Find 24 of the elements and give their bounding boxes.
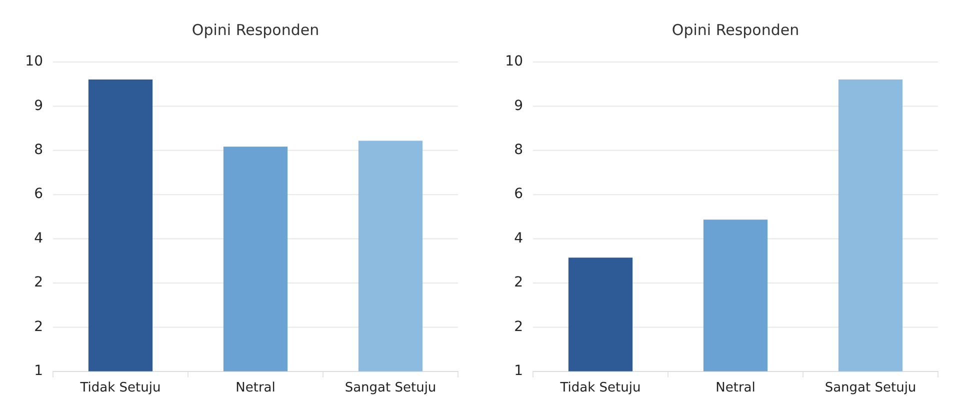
- text: 9: [34, 98, 43, 114]
- text: 1: [34, 363, 43, 380]
- text: 2: [34, 318, 43, 335]
- x-tick-label: Tidak Setuju: [559, 380, 641, 396]
- x-tick-label: Sangat Setuju: [824, 380, 916, 396]
- text: 1: [514, 363, 523, 380]
- text: 2: [514, 318, 523, 335]
- text: 2: [514, 274, 523, 291]
- x-tick-label: Tidak Setuju: [79, 380, 161, 396]
- text: 2: [34, 274, 43, 291]
- chart-title: Opini Responden: [192, 20, 320, 39]
- text: 8: [514, 142, 523, 158]
- chart-title: Opini Responden: [672, 20, 800, 39]
- x-tick-label: Netral: [716, 380, 756, 396]
- text: 10: [505, 54, 523, 70]
- text: 4: [34, 230, 44, 246]
- text: 6: [514, 186, 524, 202]
- text: 10: [25, 54, 43, 70]
- text: 9: [514, 98, 523, 114]
- text: 6: [34, 186, 44, 202]
- text: 8: [34, 142, 43, 158]
- x-tick-label: Netral: [236, 380, 276, 396]
- x-tick-label: Sangat Setuju: [344, 380, 436, 396]
- text: 4: [514, 230, 524, 246]
